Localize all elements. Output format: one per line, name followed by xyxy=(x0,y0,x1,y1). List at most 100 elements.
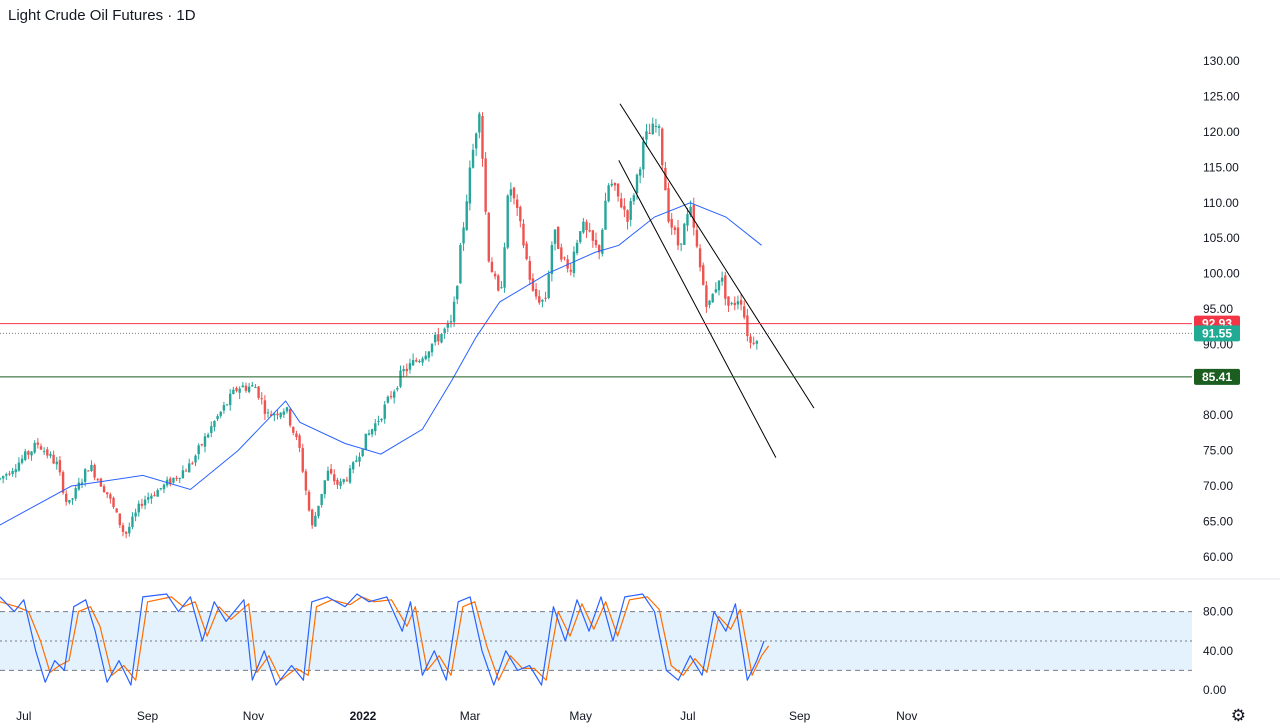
candle-body xyxy=(443,328,446,334)
candle-body xyxy=(421,358,424,363)
candle xyxy=(232,386,235,395)
last-price-label: 91.55 xyxy=(1202,326,1232,340)
price-tick-label: 75.00 xyxy=(1203,444,1233,458)
channel-line[interactable] xyxy=(618,160,777,458)
candle xyxy=(591,229,595,248)
candle xyxy=(664,161,667,191)
candle-body xyxy=(184,470,188,472)
candle-body xyxy=(24,451,27,460)
candle xyxy=(544,291,547,302)
candle-body xyxy=(83,469,87,482)
candle-body xyxy=(348,468,352,483)
candle-body xyxy=(49,453,52,456)
candle xyxy=(623,198,626,218)
candle xyxy=(27,450,30,460)
candle-body xyxy=(569,269,572,272)
candle-body xyxy=(563,257,566,259)
candle xyxy=(121,522,125,537)
candle-body xyxy=(61,472,65,493)
candle xyxy=(351,460,355,474)
price-tick-label: 125.00 xyxy=(1203,90,1240,104)
candle-body xyxy=(512,187,516,199)
candle xyxy=(743,300,746,320)
candle xyxy=(162,483,166,494)
candle xyxy=(683,222,686,246)
candle xyxy=(642,136,645,178)
candle-body xyxy=(597,245,601,253)
candle-body xyxy=(345,479,349,481)
candle-body xyxy=(389,396,393,398)
candle-body xyxy=(515,199,519,208)
candle xyxy=(169,476,172,487)
candle xyxy=(225,403,229,406)
time-axis[interactable]: Jul Sep Nov 2022 Mar May Jul Sep Nov xyxy=(16,709,917,723)
candle-body xyxy=(626,210,629,222)
candle xyxy=(569,263,572,276)
candle-body xyxy=(361,449,364,457)
candle xyxy=(260,392,263,405)
candle xyxy=(702,262,705,286)
candle xyxy=(279,412,282,420)
candle-body xyxy=(711,293,714,303)
candle-body xyxy=(131,516,134,528)
candle xyxy=(46,446,49,459)
candle xyxy=(282,408,286,418)
candle-body xyxy=(392,391,396,398)
candle xyxy=(449,314,453,328)
candle-body xyxy=(317,505,320,517)
candle-body xyxy=(449,321,453,323)
candle xyxy=(620,192,623,209)
candle-body xyxy=(235,388,238,391)
candle-body xyxy=(150,495,153,499)
candle-body xyxy=(465,201,468,230)
candle-body xyxy=(642,141,645,170)
candle xyxy=(241,382,245,388)
candle-body xyxy=(36,442,40,445)
candle xyxy=(585,219,588,239)
candle-body xyxy=(39,446,43,450)
candle-body xyxy=(629,201,632,220)
candle xyxy=(556,226,560,250)
candle-body xyxy=(30,451,33,456)
candle-body xyxy=(266,412,270,414)
price-pane[interactable]: 60.0065.0070.0075.0080.0085.0090.0095.00… xyxy=(0,54,1280,580)
candle-body xyxy=(478,113,481,133)
candle xyxy=(465,194,468,231)
candle-body xyxy=(153,495,156,497)
candle xyxy=(317,505,320,519)
candle-body xyxy=(260,398,263,400)
candle xyxy=(83,468,87,487)
stochastic-pane[interactable]: 0.00 40.00 80.00 xyxy=(0,593,1233,697)
candle xyxy=(610,179,613,188)
candle xyxy=(386,395,390,404)
channel-line[interactable] xyxy=(619,103,815,409)
candle-body xyxy=(538,296,541,303)
candle-body xyxy=(342,479,345,483)
candle xyxy=(752,336,755,346)
candle-body xyxy=(333,474,336,482)
candle xyxy=(213,420,216,432)
candle-body xyxy=(547,273,550,299)
candle-body xyxy=(238,388,241,393)
candle-body xyxy=(188,463,191,473)
candle-body xyxy=(541,299,544,302)
candle xyxy=(134,508,137,522)
candle xyxy=(106,492,109,499)
candle-body xyxy=(323,480,327,495)
candle-body xyxy=(251,385,254,387)
gear-icon[interactable]: ⚙ xyxy=(1230,706,1246,725)
candle xyxy=(415,357,418,363)
candle-body xyxy=(339,481,342,486)
candle-body xyxy=(427,351,431,358)
candle-body xyxy=(1,476,5,479)
candle xyxy=(755,339,759,350)
candle xyxy=(206,432,210,439)
candle-body xyxy=(484,158,487,212)
candle-body xyxy=(197,445,200,455)
candle xyxy=(509,182,513,203)
candle xyxy=(446,320,449,333)
candle xyxy=(229,388,232,411)
candle-body xyxy=(77,482,81,490)
candle-body xyxy=(270,414,273,416)
